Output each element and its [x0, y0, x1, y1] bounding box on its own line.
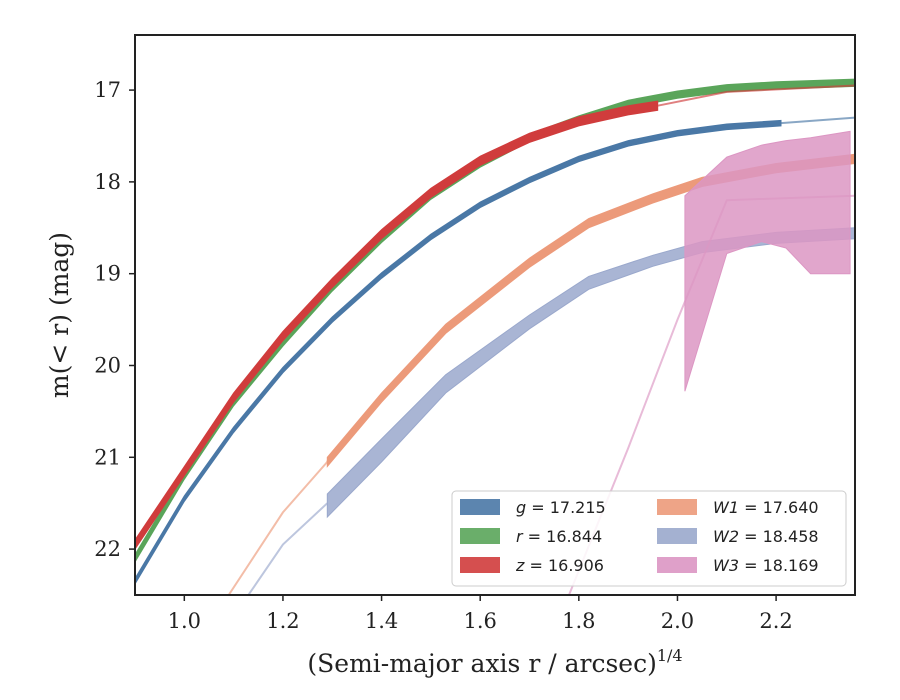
- series-z-faint-line: [657, 84, 855, 107]
- legend-label-g: g = 17.215: [516, 498, 606, 517]
- x-axis-label-superscript: 1/4: [657, 646, 683, 665]
- series-g: [135, 116, 855, 585]
- legend-value-w2: = 18.458: [739, 527, 819, 546]
- series-g-band: [135, 119, 782, 585]
- series-w2-band: [326, 227, 855, 519]
- x-tick-label: 1.0: [168, 609, 201, 633]
- y-tick-label: 21: [94, 445, 121, 469]
- x-tick-label: 2.2: [759, 609, 792, 633]
- x-tick-label: 1.8: [562, 609, 595, 633]
- y-axis: 17 18 19 20 21 22: [94, 78, 135, 561]
- legend-band-w1: W1: [713, 498, 739, 517]
- series-w1-band: [326, 153, 855, 468]
- legend-swatch-g: [460, 499, 500, 515]
- legend-entry-z: z = 16.906: [460, 556, 604, 575]
- legend-swatch-w1: [657, 499, 697, 515]
- legend-swatch-r: [460, 528, 500, 544]
- series-w2-faint-line: [247, 502, 328, 595]
- y-tick-label: 20: [94, 353, 121, 377]
- legend-value-w3: = 18.169: [739, 556, 819, 575]
- legend-value-w1: = 17.640: [739, 498, 819, 517]
- x-tick-label: 2.0: [661, 609, 694, 633]
- legend-label-r: r = 16.844: [516, 527, 602, 546]
- series-g-faint-line: [780, 116, 855, 125]
- legend-entry-w2: W2 = 18.458: [657, 527, 819, 546]
- x-axis-label: (Semi-major axis r / arcsec)1/4: [307, 646, 682, 678]
- y-tick-label: 18: [94, 170, 121, 194]
- legend-swatch-z: [460, 557, 500, 573]
- x-tick-label: 1.4: [365, 609, 398, 633]
- series-layer: [135, 78, 855, 595]
- x-tick-label: 1.6: [464, 609, 497, 633]
- y-tick-label: 22: [94, 537, 121, 561]
- legend-value-r: = 16.844: [523, 527, 603, 546]
- legend-label-w1: W1 = 17.640: [713, 498, 819, 517]
- legend-band-w3: W3: [713, 556, 739, 575]
- y-tick-label: 19: [94, 262, 121, 286]
- legend-label-w2: W2 = 18.458: [713, 527, 819, 546]
- legend-band-z: z: [515, 556, 525, 575]
- series-z-band: [135, 100, 659, 550]
- series-z: [135, 84, 855, 550]
- legend-entry-g: g = 17.215: [460, 498, 606, 517]
- legend-entry-w1: W1 = 17.640: [657, 498, 819, 517]
- series-g-line: [135, 121, 782, 582]
- legend-label-z: z = 16.906: [515, 556, 604, 575]
- y-tick-label: 17: [94, 78, 121, 102]
- legend-swatch-w3: [657, 557, 697, 573]
- legend-swatch-w2: [657, 528, 697, 544]
- x-tick-label: 1.2: [266, 609, 299, 633]
- legend-band-w2: W2: [713, 527, 739, 546]
- series-w3-band: [684, 130, 851, 392]
- legend-label-w3: W3 = 18.169: [713, 556, 819, 575]
- legend-band-r: r: [516, 527, 524, 546]
- legend-frame: [451, 490, 847, 587]
- series-z-line: [135, 104, 658, 546]
- x-axis-label-text: (Semi-major axis r / arcsec): [307, 649, 656, 678]
- series-w2: [247, 227, 855, 595]
- legend-band-g: g: [516, 498, 526, 517]
- legend-entry-w3: W3 = 18.169: [657, 556, 819, 575]
- plot-frame: [134, 34, 856, 596]
- y-axis-label: m(< r) (mag): [45, 232, 74, 398]
- legend-entry-r: r = 16.844: [460, 527, 602, 546]
- legend-value-z: = 16.906: [524, 556, 604, 575]
- x-axis: 1.0 1.2 1.4 1.6 1.8 2.0 2.2: [168, 595, 793, 633]
- series-w1-faint-line: [227, 461, 329, 595]
- legend-value-g: = 17.215: [526, 498, 606, 517]
